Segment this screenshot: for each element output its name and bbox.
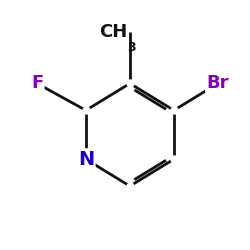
Text: 3: 3 [128,41,136,54]
Text: CH: CH [99,23,128,41]
Text: Br: Br [207,74,229,92]
Text: F: F [31,74,43,92]
Text: N: N [78,150,94,169]
